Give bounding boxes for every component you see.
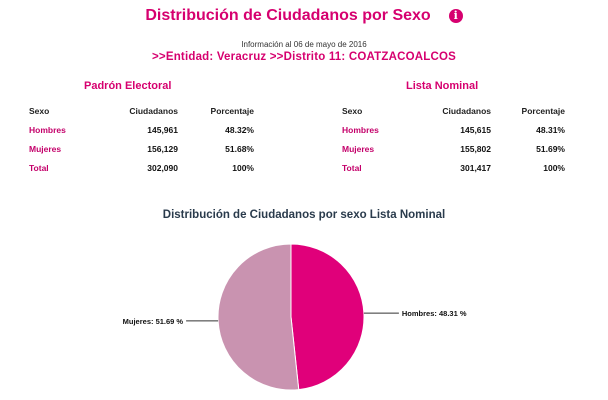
row-label-link[interactable]: Mujeres: [29, 143, 62, 154]
porcentaje-cell: 48.32%: [225, 124, 254, 135]
padron-table: Sexo Ciudadanos Porcentaje Hombres 145,9…: [29, 101, 254, 177]
ciudadanos-cell: 155,802: [460, 143, 491, 154]
porcentaje-cell: 100%: [543, 162, 565, 173]
ciudadanos-cell: 301,417: [460, 162, 491, 173]
column-header: Porcentaje: [210, 105, 254, 116]
pie-slice-mujeres[interactable]: [217, 243, 300, 391]
table-row: Mujeres 156,129 51.68%: [29, 139, 254, 158]
column-header: Sexo: [342, 105, 363, 116]
chart-title: Distribución de Ciudadanos por sexo List…: [162, 209, 446, 221]
padron-title: Padrón Electoral: [84, 80, 172, 92]
entity-breadcrumb: >>Entidad: Veracruz >>Distrito 11: COATZ…: [152, 51, 456, 63]
column-header: Sexo: [29, 105, 50, 116]
pie-slice-hombres[interactable]: [290, 243, 365, 391]
pie-label-mujeres: Mujeres: 51.69 %: [123, 317, 184, 326]
porcentaje-cell: 48.31%: [536, 124, 565, 135]
column-header: Ciudadanos: [442, 105, 491, 116]
porcentaje-cell: 51.68%: [225, 143, 254, 154]
lista-table: Sexo Ciudadanos Porcentaje Hombres 145,6…: [342, 101, 565, 177]
lista-title: Lista Nominal: [406, 80, 479, 92]
update-date: Información al 06 de mayo de 2016: [241, 40, 367, 49]
table-row: Hombres 145,961 48.32%: [29, 120, 254, 139]
ciudadanos-cell: 145,961: [147, 124, 178, 135]
page-title-text: Distribución de Ciudadanos por Sexo: [145, 7, 431, 24]
info-icon[interactable]: i: [448, 9, 463, 23]
column-header: Porcentaje: [521, 105, 565, 116]
pie-label-hombres: Hombres: 48.31 %: [402, 309, 467, 318]
ciudadanos-cell: 302,090: [147, 162, 178, 173]
porcentaje-cell: 100%: [232, 162, 254, 173]
row-label-link[interactable]: Total: [342, 162, 362, 173]
row-label-link[interactable]: Hombres: [342, 124, 379, 135]
row-label-link[interactable]: Mujeres: [342, 143, 375, 154]
column-header: Ciudadanos: [129, 105, 178, 116]
page-title: Distribución de Ciudadanos por Sexo i: [0, 7, 608, 25]
table-row: Total 302,090 100%: [29, 158, 254, 177]
porcentaje-cell: 51.69%: [536, 143, 565, 154]
table-row: Mujeres 155,802 51.69%: [342, 139, 565, 158]
row-label-link[interactable]: Hombres: [29, 124, 66, 135]
table-row: Total 301,417 100%: [342, 158, 565, 177]
ciudadanos-cell: 156,129: [147, 143, 178, 154]
table-header-row: Sexo Ciudadanos Porcentaje: [342, 101, 565, 120]
table-header-row: Sexo Ciudadanos Porcentaje: [29, 101, 254, 120]
row-label-link[interactable]: Total: [29, 162, 49, 173]
table-row: Hombres 145,615 48.31%: [342, 120, 565, 139]
ciudadanos-cell: 145,615: [460, 124, 491, 135]
